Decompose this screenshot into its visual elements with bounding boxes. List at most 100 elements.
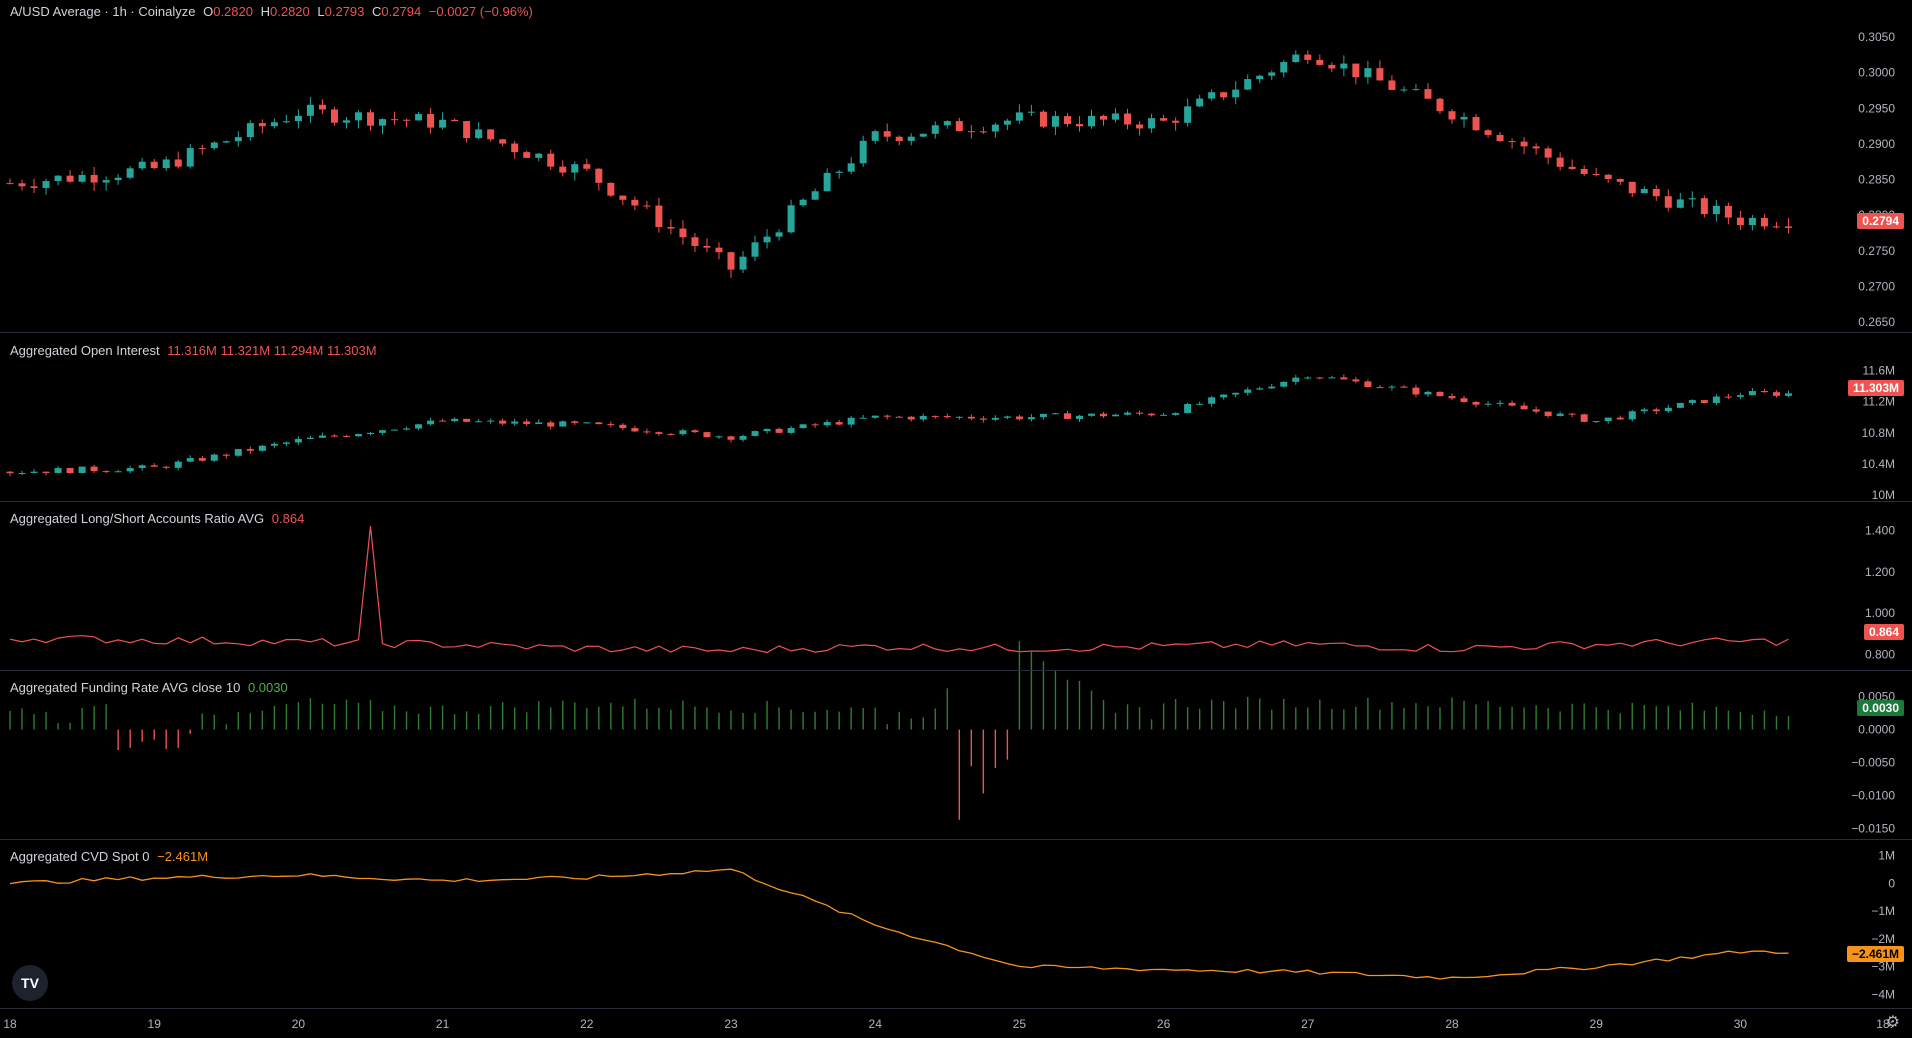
oi-candle bbox=[1724, 396, 1732, 398]
cvd-y-tick: 1M bbox=[1878, 849, 1895, 863]
price-candle bbox=[1256, 75, 1264, 80]
price-candle bbox=[835, 171, 843, 173]
price-candle bbox=[775, 232, 783, 237]
oi-candle bbox=[583, 422, 591, 424]
oi-candle bbox=[1760, 391, 1768, 393]
pane-separator[interactable] bbox=[0, 839, 1912, 840]
oi-candle bbox=[823, 422, 831, 426]
price-y-tick: 0.2900 bbox=[1858, 137, 1895, 151]
oi-candle bbox=[1640, 409, 1648, 412]
oi-candle bbox=[318, 435, 326, 438]
oi-y-tick: 10M bbox=[1872, 488, 1895, 502]
cvd-legend: Aggregated CVD Spot 0 −2.461M bbox=[10, 849, 208, 864]
oi-candle bbox=[1532, 409, 1540, 412]
oi-candle bbox=[246, 449, 254, 451]
price-candle bbox=[102, 180, 110, 183]
open-label: O bbox=[203, 4, 214, 19]
oi-candle bbox=[1208, 397, 1216, 404]
oi-candle bbox=[1039, 413, 1047, 418]
oi-candle bbox=[499, 420, 507, 424]
price-candle bbox=[811, 191, 819, 200]
fr-title: Aggregated Funding Rate AVG close 10 bbox=[10, 680, 241, 695]
price-candle bbox=[1640, 189, 1648, 194]
price-candle bbox=[955, 121, 963, 132]
oi-y-tick: 10.4M bbox=[1862, 457, 1895, 471]
price-candle bbox=[595, 168, 603, 183]
oi-candle bbox=[1508, 402, 1516, 406]
cvd-y-tick: −1M bbox=[1871, 904, 1895, 918]
x-tick-label: 19 bbox=[148, 1017, 162, 1031]
x-tick-label: 23 bbox=[724, 1017, 738, 1031]
price-candle bbox=[246, 123, 254, 138]
oi-candle bbox=[979, 418, 987, 420]
price-candle bbox=[739, 256, 747, 270]
oi-candle bbox=[1496, 402, 1504, 404]
oi-candle bbox=[895, 416, 903, 418]
oi-candle bbox=[511, 421, 519, 424]
x-tick-label: 20 bbox=[292, 1017, 306, 1031]
price-candle bbox=[1112, 113, 1120, 120]
price-candle bbox=[1328, 64, 1336, 69]
oi-candle bbox=[1460, 398, 1468, 402]
oi-candle bbox=[1304, 377, 1312, 379]
price-y-tick: 0.2850 bbox=[1858, 173, 1895, 187]
oi-candle bbox=[1568, 413, 1576, 415]
oi-candle bbox=[1184, 403, 1192, 414]
price-candle bbox=[1088, 115, 1095, 127]
price-candle bbox=[1196, 98, 1204, 107]
oi-candle bbox=[1400, 386, 1408, 388]
oi-candle bbox=[451, 418, 459, 422]
price-y-tick: 0.3050 bbox=[1858, 30, 1895, 44]
oi-candle bbox=[1196, 403, 1204, 405]
price-candle bbox=[1124, 113, 1132, 125]
price-candle bbox=[403, 119, 411, 121]
oi-candle bbox=[1364, 381, 1372, 388]
oi-candle bbox=[1616, 417, 1624, 420]
oi-candle bbox=[1256, 388, 1264, 390]
oi-candle bbox=[655, 432, 663, 434]
oi-candle bbox=[1268, 386, 1276, 389]
price-candle bbox=[691, 237, 699, 246]
oi-candle bbox=[955, 416, 963, 418]
price-candle bbox=[859, 140, 867, 164]
oi-candle bbox=[391, 429, 399, 431]
oi-last-badge: 11.303M bbox=[1847, 380, 1904, 396]
price-candle bbox=[1316, 59, 1324, 65]
oi-candle bbox=[282, 442, 290, 444]
oi-candle bbox=[595, 422, 603, 425]
pane-separator[interactable] bbox=[0, 670, 1912, 671]
price-candle bbox=[1544, 148, 1552, 158]
oi-candle bbox=[114, 471, 122, 473]
price-candle bbox=[330, 109, 338, 123]
ls-last-badge: 0.864 bbox=[1863, 624, 1904, 640]
oi-candle bbox=[1244, 389, 1252, 393]
oi-values: 11.316M 11.321M 11.294M 11.303M bbox=[167, 343, 377, 358]
oi-candle bbox=[427, 420, 435, 425]
price-candle bbox=[1748, 217, 1756, 226]
tradingview-logo[interactable]: TV bbox=[12, 965, 48, 1001]
price-candle bbox=[535, 153, 543, 158]
price-candle bbox=[1652, 189, 1660, 197]
gear-icon[interactable]: ⚙ bbox=[1885, 1014, 1900, 1031]
x-tick-label: 18: bbox=[1876, 1017, 1893, 1031]
price-candle bbox=[799, 199, 807, 206]
pane-separator[interactable] bbox=[0, 501, 1912, 502]
price-candle bbox=[679, 228, 687, 238]
price-candle bbox=[1676, 199, 1684, 208]
pane-separator[interactable] bbox=[0, 332, 1912, 333]
oi-candle bbox=[1592, 421, 1600, 423]
oi-candle bbox=[679, 430, 687, 435]
price-candle bbox=[1015, 112, 1023, 121]
oi-candle bbox=[1736, 395, 1744, 397]
low-label: L bbox=[317, 4, 325, 19]
price-candle bbox=[1460, 116, 1468, 120]
oi-candle bbox=[1472, 401, 1480, 405]
oi-candle bbox=[150, 465, 158, 467]
oi-candle bbox=[1484, 403, 1492, 405]
price-candle bbox=[439, 119, 447, 128]
oi-candle bbox=[739, 435, 747, 440]
price-candle bbox=[318, 104, 326, 110]
oi-candle bbox=[1124, 412, 1132, 415]
oi-candle bbox=[1748, 391, 1756, 396]
